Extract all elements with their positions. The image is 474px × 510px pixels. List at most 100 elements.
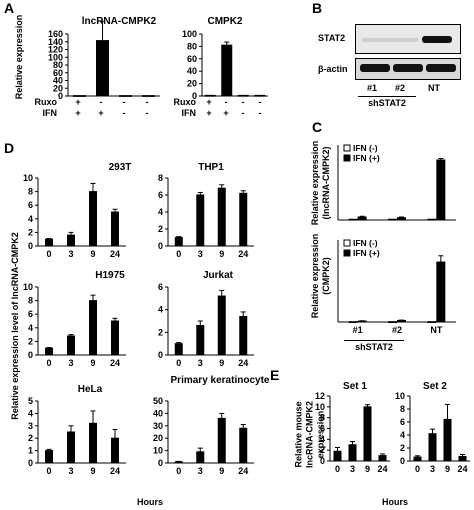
y-tick-label: 80 [53,60,63,70]
legend-label: IFN (+) [353,248,380,258]
y-tick-label: 2 [158,327,163,337]
blot-band-nt [422,36,452,43]
bar [239,315,248,356]
bar [221,44,233,97]
bar [458,455,467,462]
x-tick-label: 9 [90,466,95,476]
x-tick-label: 0 [176,358,181,368]
chart-c1-ylabel: Relative expression (lncRNA-CMPK2) [310,140,331,226]
y-tick-label: 0 [158,241,163,251]
y-tick-label: 0 [192,91,197,101]
bar [378,455,387,462]
chart-a1-ylabel: Relative expression [14,14,24,100]
bar [428,433,437,462]
x-tick-label: 9 [219,466,224,476]
legend-swatch [343,144,351,152]
chart-e2-title: Set 2 [423,381,447,392]
blot-actin-band-1 [360,64,390,72]
bar [174,461,183,464]
y-tick-label: 80 [187,41,197,51]
x-tick-label: 9 [90,249,95,259]
y-tick-label: 0 [28,241,33,251]
y-tick-label: 0 [28,350,33,360]
y-tick-label: 60 [53,68,63,78]
y-tick-label: 4 [158,305,163,315]
bar [427,218,437,221]
bar [388,321,397,323]
panel-letter-e: E [270,367,280,383]
bar [45,450,53,464]
a2-ifn-sign: + [206,108,212,118]
chart-d1-title: 293T [108,162,132,173]
y-tick-label: 2 [28,336,33,346]
chart-d4-title: Jurkat [202,270,233,281]
x-tick-label: 0 [335,464,340,474]
x-tick-label: NT [430,325,442,335]
x-tick-label: 3 [68,358,73,368]
bar [204,94,216,97]
y-tick-label: 2 [320,445,325,455]
bar [111,211,119,247]
a1-ifn-label: IFN [42,108,58,118]
x-tick-label: 3 [68,466,73,476]
chart-d5-title: HeLa [77,384,103,395]
panel-letter-d: D [4,140,15,156]
a2-ruxo-sign: - [258,97,262,107]
y-tick-label: 8 [158,173,163,183]
blot-actin-band-2 [393,64,423,72]
x-tick-label: 9 [445,464,450,474]
x-tick-label: 0 [46,358,51,368]
y-tick-label: 10 [395,391,405,401]
y-tick-label: 8 [320,413,325,423]
bar [119,95,132,97]
y-tick-label: 1 [28,446,33,456]
x-tick-label: 24 [457,464,467,474]
chart-a1-title: lncRNA-CMPK2 [81,16,157,27]
chart-d6: 0 10 20 30 40 50 0 3 9 24 [153,396,254,476]
y-tick-label: 8 [400,404,405,414]
y-tick-label: 10 [23,282,33,292]
x-tick-label: 0 [176,249,181,259]
y-tick-label: 20 [153,433,163,443]
x-tick-label: 0 [46,466,51,476]
x-tick-label: 24 [238,358,248,368]
bar [45,238,53,247]
y-tick-label: 160 [48,29,63,39]
x-tick-label: 9 [219,249,224,259]
x-tick-label: 24 [377,464,387,474]
y-tick-label: 10 [315,402,325,412]
bar [45,347,53,356]
blot-label-actin: β-actin [318,64,348,74]
bar [89,422,97,464]
a2-ruxo-label: Ruxo [173,97,197,107]
y-tick-label: 100 [182,29,197,39]
x-tick-label: #1 [353,325,363,335]
y-tick-label: 6 [28,309,33,319]
x-tick-label: 9 [90,358,95,368]
x-tick-label: 24 [110,249,120,259]
a1-ruxo-label: Ruxo [34,97,58,107]
a1-ruxo-sign: - [122,97,126,107]
y-tick-label: 0 [28,458,33,468]
a1-ruxo-sign: - [145,97,149,107]
blot-band-faint [362,38,418,42]
y-tick-label: 6 [158,190,163,200]
chart-d3-title: H1975 [95,270,125,281]
blot-label-stat2: STAT2 [318,33,346,43]
x-tick-label: 0 [176,466,181,476]
y-tick-label: 0 [158,458,163,468]
panel-letter-c: C [312,119,323,135]
y-tick-label: 6 [400,417,405,427]
y-tick-label: 0 [158,350,163,360]
bar [397,217,406,221]
x-tick-label: 3 [198,249,203,259]
chart-c2: #1 #2 NT IFN (-)IFN (+) [337,238,456,335]
y-tick-label: 30 [153,421,163,431]
a2-ifn-label: IFN [181,108,197,118]
y-tick-label: 6 [320,424,325,434]
x-tick-label: 9 [219,358,224,368]
c-group-label: shSTAT2 [355,342,393,352]
